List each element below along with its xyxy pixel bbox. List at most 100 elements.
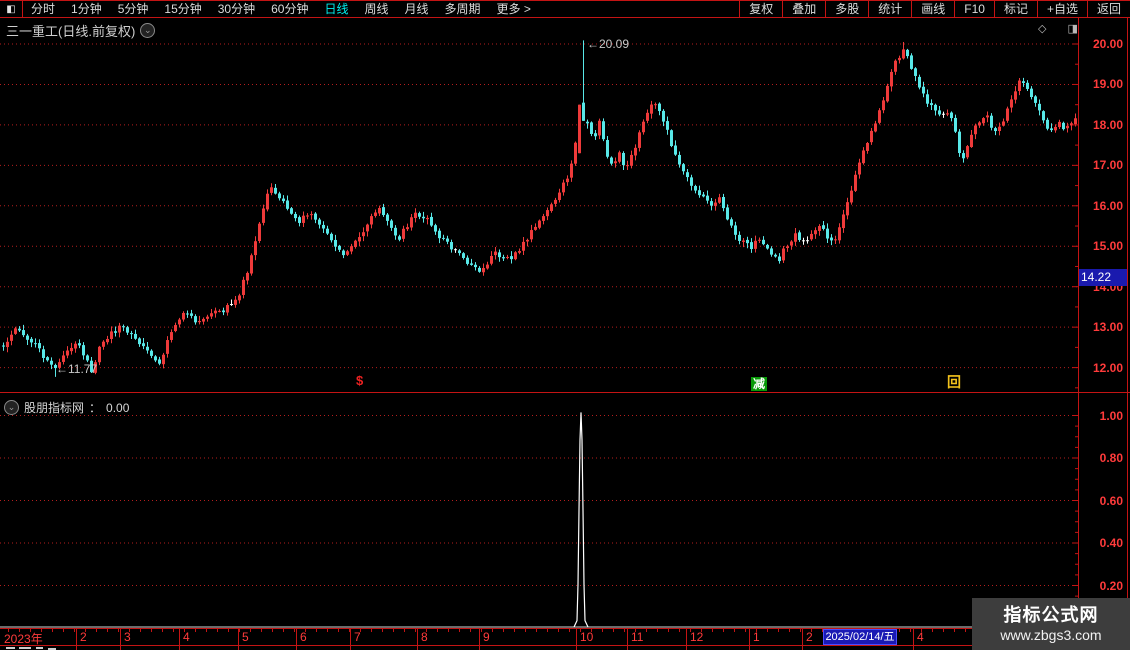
last-price-badge: 14.22 [1079, 268, 1127, 286]
minor-tick [349, 629, 350, 632]
indicator-axis-label: 0.80 [1099, 451, 1123, 465]
minor-tick [756, 629, 757, 632]
layout-toggle-button[interactable]: ◧ [0, 1, 23, 17]
minor-tick [800, 629, 801, 632]
minor-tick [723, 629, 724, 632]
price-axis: 20.00 19.00 18.00 17.00 16.00 15.00 14.00 13.00… [1079, 18, 1128, 646]
minor-tick [415, 629, 416, 632]
minor-tick [283, 629, 284, 632]
period-tab-月线[interactable]: 月线 [404, 2, 429, 16]
month-separator [76, 629, 77, 650]
tool-button-复权[interactable]: 复权 [739, 1, 782, 17]
period-tab-60分钟[interactable]: 60分钟 [271, 2, 309, 16]
minor-tick [492, 629, 493, 632]
tool-button-+自选[interactable]: +自选 [1036, 1, 1087, 17]
signal-marker-回: 回 [947, 374, 961, 390]
minor-tick [459, 629, 460, 632]
period-tab-1分钟[interactable]: 1分钟 [71, 2, 102, 16]
month-separator [749, 629, 750, 650]
minor-tick [8, 629, 9, 632]
minor-tick [151, 629, 152, 632]
minor-tick [85, 629, 86, 632]
tool-button-统计[interactable]: 统计 [868, 1, 911, 17]
clipped-text-fragment [19, 647, 31, 649]
panel-divider[interactable] [0, 392, 1130, 393]
chart-corner-icons[interactable]: ◇ ◨ [1038, 23, 1087, 35]
period-tab-日线[interactable]: 日线 [324, 2, 349, 16]
minor-tick [558, 629, 559, 632]
indicator-axis-label: 1.00 [1099, 408, 1123, 423]
minor-tick [646, 629, 647, 632]
minor-tick [712, 629, 713, 632]
minor-tick [107, 629, 108, 632]
minor-tick [954, 629, 955, 632]
period-tab-5分钟[interactable]: 5分钟 [117, 2, 149, 16]
indicator-canvas[interactable] [0, 394, 1078, 628]
minor-tick [503, 629, 504, 632]
minor-tick [52, 629, 53, 632]
month-label-2: 2 [806, 630, 813, 644]
tool-button-叠加[interactable]: 叠加 [782, 1, 825, 17]
minor-tick [338, 629, 339, 632]
minor-tick [965, 629, 966, 632]
watermark-title: 指标公式网 [1003, 605, 1099, 625]
indicator-axis-label: 0.60 [1099, 493, 1123, 508]
price-axis-label: 13.00 [1092, 320, 1123, 335]
time-axis[interactable]: 2025/02/14/五 2023年 2 3 4 5 6 7 8 9 10 11 12 1 2 4 [0, 629, 1130, 650]
month-label-9: 9 [483, 630, 490, 644]
chevron-down-icon[interactable]: ⌄ [4, 400, 19, 415]
indicator-axis-label: 0.20 [1099, 578, 1123, 593]
period-tab-分时[interactable]: 分时 [31, 2, 56, 16]
tool-button-画线[interactable]: 画线 [911, 1, 954, 17]
tool-button-多股[interactable]: 多股 [825, 1, 868, 17]
timeline-bottom-border [0, 645, 1130, 646]
signal-marker-$: $ [356, 373, 364, 388]
minor-tick [184, 629, 185, 632]
month-label-10: 10 [580, 630, 594, 644]
minor-tick [811, 629, 812, 632]
minor-tick [932, 629, 933, 632]
period-tab-30分钟[interactable]: 30分钟 [217, 2, 256, 16]
minor-tick [690, 629, 691, 632]
minor-tick [63, 629, 64, 632]
period-tab-15分钟[interactable]: 15分钟 [164, 2, 202, 16]
minor-tick [261, 629, 262, 632]
period-tab-多周期[interactable]: 多周期 [444, 2, 481, 16]
minor-tick [96, 629, 97, 632]
minor-tick [74, 629, 75, 632]
month-separator [120, 629, 121, 650]
tool-button-标记[interactable]: 标记 [993, 1, 1037, 17]
minor-tick [668, 629, 669, 632]
main-chart-canvas[interactable] [0, 38, 1078, 393]
tool-button-F10[interactable]: F10 [954, 1, 994, 17]
date-box: 2025/02/14/五 [823, 629, 897, 645]
minor-tick [481, 629, 482, 632]
minor-tick [613, 629, 614, 632]
minor-tick [30, 629, 31, 632]
period-tab-更多 >[interactable]: 更多 > [496, 2, 531, 16]
minor-tick [745, 629, 746, 632]
indicator-spike [573, 412, 589, 628]
minor-tick [19, 629, 20, 632]
period-tab-周线[interactable]: 周线 [364, 2, 389, 16]
minor-tick [470, 629, 471, 632]
minor-tick [327, 629, 328, 632]
minor-tick [536, 629, 537, 632]
indicator-gridlines [0, 415, 1078, 586]
minor-tick [162, 629, 163, 632]
month-separator [350, 629, 351, 650]
watermark-box: 指标公式网 www.zbgs3.com [972, 598, 1130, 650]
month-separator [179, 629, 180, 650]
minor-tick [602, 629, 603, 632]
price-axis-label: 20.00 [1092, 37, 1123, 51]
minor-tick [129, 629, 130, 632]
chevron-down-icon[interactable]: ⌄ [140, 23, 156, 38]
tool-button-返回[interactable]: 返回 [1086, 1, 1130, 17]
minor-tick [657, 629, 658, 632]
minor-tick [701, 629, 702, 632]
chart-title-row: 三一重工(日线.前复权) ⌄ [6, 21, 156, 40]
month-label-2023年: 2023年 [4, 632, 43, 646]
clipped-text-fragment [36, 647, 43, 649]
minor-tick [899, 629, 900, 632]
